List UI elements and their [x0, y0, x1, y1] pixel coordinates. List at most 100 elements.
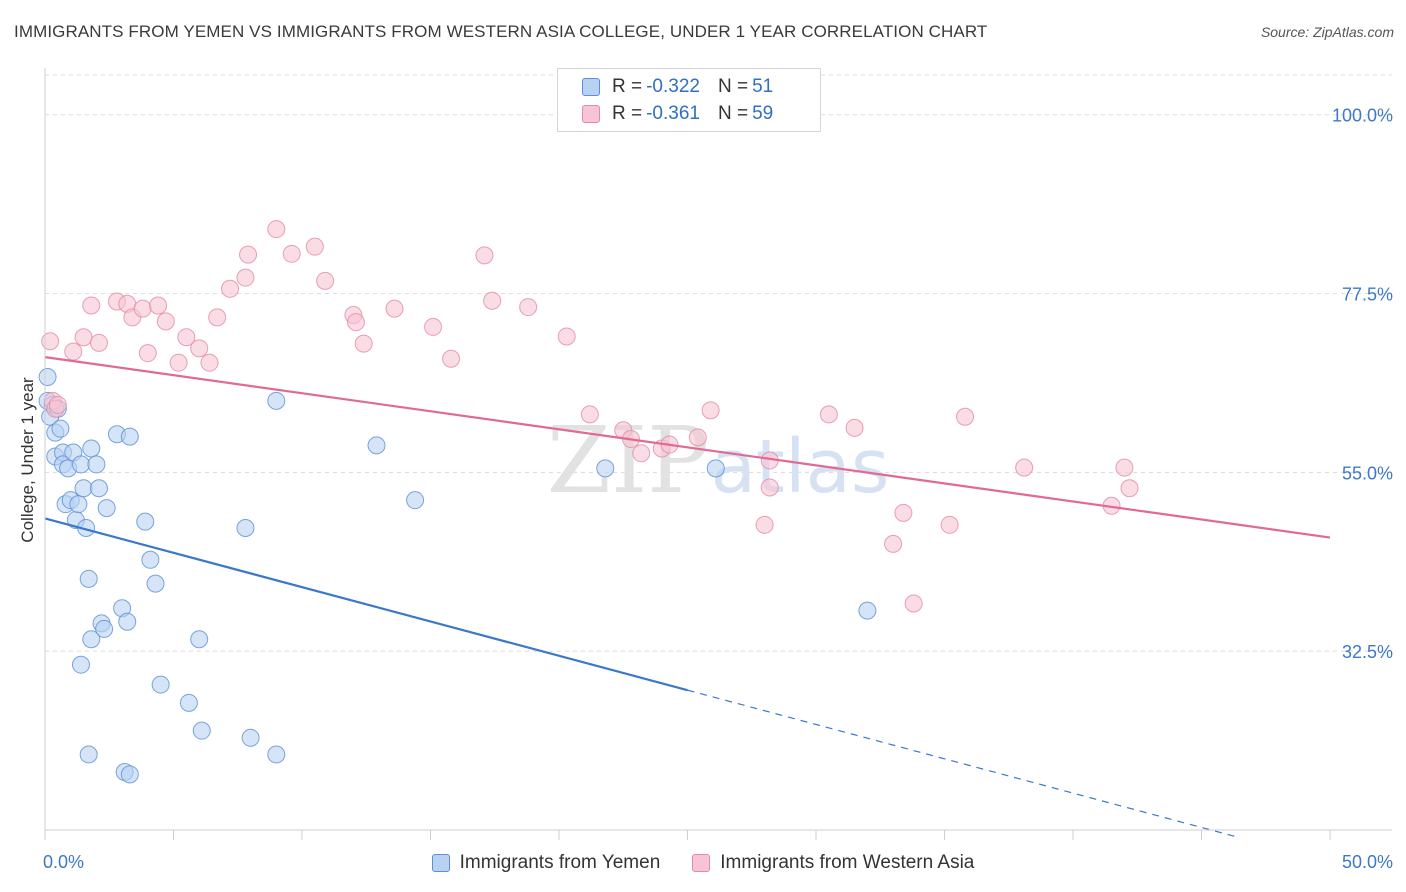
western-asia-point: [580, 405, 599, 424]
yemen-legend-label: Immigrants from Yemen: [459, 852, 661, 873]
yemen-point: [95, 619, 114, 638]
yemen-point: [236, 519, 255, 537]
yemen-point: [179, 693, 198, 712]
yemen-point: [79, 745, 98, 764]
western-asia-point: [557, 327, 576, 346]
y-tick-label: 32.5%: [1342, 642, 1393, 662]
western-asia-point: [442, 349, 461, 368]
western-asia-point: [267, 220, 286, 239]
legend-n-label: N =: [717, 76, 749, 97]
yemen-point: [87, 455, 106, 474]
yemen-point: [267, 745, 286, 764]
legend-r-label: R =: [612, 103, 643, 124]
western-asia-point: [894, 503, 913, 522]
yemen-point: [706, 459, 725, 478]
trend-layer: [44, 356, 1331, 839]
yemen-point: [118, 612, 137, 631]
western-asia-trend-line: [44, 356, 1331, 539]
legend-item-western-asia[interactable]: Immigrants from Western Asia: [692, 852, 974, 874]
western-asia-legend-label: Immigrants from Western Asia: [720, 852, 975, 873]
grid-layer: [45, 74, 1392, 652]
y-tick-label: 77.5%: [1342, 285, 1393, 305]
western-asia-point: [177, 328, 196, 347]
chart-title: IMMIGRANTS FROM YEMEN VS IMMIGRANTS FROM…: [14, 22, 988, 41]
yemen-point: [190, 630, 209, 649]
axis-layer: 32.5% 55.0% 77.5% 100.0% 0.0% 50.0%: [43, 68, 1393, 872]
yemen-point: [69, 495, 88, 514]
yemen-trend-extension: [687, 689, 1241, 839]
western-asia-legend-swatch: [692, 854, 711, 872]
legend-row-western-asia: R = -0.361 N = 59: [582, 101, 773, 127]
western-asia-point: [884, 534, 903, 553]
legend-n-label: N =: [717, 103, 749, 124]
yemen-point: [267, 391, 286, 410]
yemen-point: [79, 569, 98, 588]
western-asia-point: [1120, 479, 1139, 498]
western-asia-point: [74, 328, 93, 347]
western-asia-point: [64, 342, 83, 361]
source-credit: Source: ZipAtlas.com: [1260, 24, 1394, 40]
western-asia-point: [701, 401, 720, 420]
western-asia-point: [221, 279, 240, 298]
yemen-point: [146, 574, 165, 593]
yemen-point: [151, 675, 170, 694]
yemen-swatch: [582, 78, 600, 96]
western-asia-point: [475, 246, 494, 265]
western-asia-point: [354, 334, 373, 353]
western-asia-point: [1015, 458, 1034, 477]
yemen-point: [141, 550, 160, 569]
yemen-point: [406, 491, 425, 510]
watermark-atlas: atlas: [711, 424, 890, 510]
western-asia-point: [845, 418, 864, 437]
western-asia-n-value: 59: [752, 103, 774, 124]
western-asia-point: [1115, 458, 1134, 477]
y-tick-label: 55.0%: [1342, 463, 1393, 483]
legend-item-yemen[interactable]: Immigrants from Yemen: [431, 852, 661, 874]
yemen-point: [38, 368, 57, 386]
yemen-point: [51, 419, 70, 438]
western-asia-point: [208, 308, 227, 327]
western-asia-point: [138, 344, 157, 363]
yemen-r-value: -0.322: [646, 76, 700, 97]
western-asia-point: [632, 444, 651, 463]
y-axis-label: College, Under 1 year: [18, 377, 37, 543]
yemen-n-value: 51: [752, 76, 774, 97]
yemen-point: [192, 721, 211, 740]
western-asia-point: [819, 405, 838, 424]
x-tick-label: 0.0%: [43, 852, 84, 872]
legend-r-label: R =: [612, 76, 643, 97]
legend-row-yemen: R = -0.322 N = 51: [582, 74, 773, 100]
western-asia-point: [346, 313, 365, 332]
western-asia-point: [519, 298, 538, 317]
western-asia-point: [282, 244, 301, 263]
western-asia-point: [904, 594, 923, 613]
series-legend: Immigrants from Yemen Immigrants from We…: [0, 852, 1406, 874]
yemen-point: [367, 436, 386, 455]
western-asia-point: [190, 339, 209, 358]
western-asia-point: [424, 317, 443, 336]
western-asia-point: [385, 299, 404, 318]
western-asia-point: [82, 296, 101, 315]
y-tick-label: 100.0%: [1332, 106, 1393, 126]
yemen-point: [71, 455, 90, 474]
yemen-point: [136, 512, 155, 531]
western-asia-swatch: [582, 105, 600, 123]
western-asia-point: [305, 237, 324, 256]
yemen-point: [858, 601, 877, 620]
correlation-legend: R = -0.322 N = 51 R = -0.361 N = 59: [557, 68, 821, 132]
western-asia-point: [688, 428, 707, 447]
western-asia-point: [169, 353, 188, 372]
yemen-point: [241, 728, 260, 747]
yemen-point: [82, 630, 101, 649]
western-asia-point: [956, 407, 975, 426]
western-asia-point: [48, 395, 67, 414]
yemen-trend-line: [44, 517, 688, 692]
western-asia-point: [316, 271, 335, 290]
x-tick-label: 50.0%: [1342, 852, 1393, 872]
yemen-legend-swatch: [431, 854, 450, 872]
western-asia-point: [41, 332, 60, 351]
western-asia-point: [483, 291, 502, 310]
yemen-point: [97, 499, 116, 518]
yemen-point: [89, 479, 108, 498]
